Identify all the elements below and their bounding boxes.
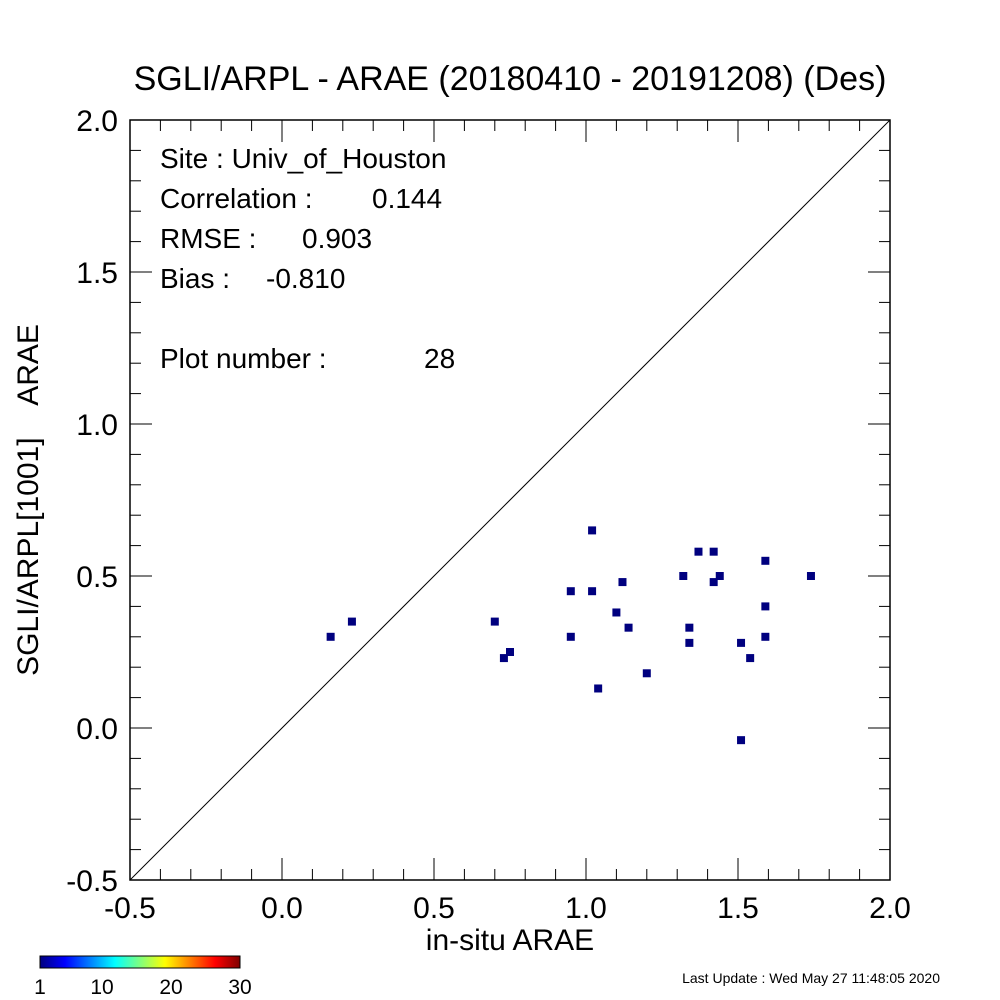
colorbar: 1 10 20 30 [34,955,252,999]
y-tick-label: 2.0 [76,105,118,138]
data-point [806,572,815,580]
x-tick-labels: -0.5 0.0 0.5 1.0 1.5 2.0 [104,892,911,925]
x-tick-label: 2.0 [869,892,911,925]
x-tick-label: 0.0 [261,892,303,925]
data-point [709,578,718,587]
chart-title: SGLI/ARPL - ARAE (20180410 - 20191208) (… [134,60,887,98]
site-label: Site : Univ_of_Houston [160,143,446,174]
y-tick-labels: -0.5 0.0 0.5 1.0 1.5 2.0 [66,105,118,898]
data-point [746,654,755,663]
plot-number-label: Plot number : [160,343,327,374]
data-point [761,602,770,611]
data-point [618,578,627,587]
data-point [566,632,575,641]
data-point [499,654,508,663]
reference-line [129,119,891,881]
data-point [642,669,651,678]
data-point [566,587,575,596]
bias-label: Bias : [160,263,230,294]
y-tick-label: -0.5 [66,865,118,898]
data-point [588,587,597,596]
data-point [594,684,603,693]
colorbar-tick-label: 10 [90,976,113,999]
y-tick-label: 1.0 [76,409,118,442]
correlation-label: Correlation : [160,183,313,214]
data-point [694,547,703,556]
data-point [506,648,514,656]
colorbar-tick-label: 20 [159,976,182,999]
data-point [715,572,724,580]
data-point [624,623,633,632]
rmse-label: RMSE : [160,223,256,254]
stats-panel: Site : Univ_of_Houston Correlation : 0.1… [160,143,455,374]
colorbar-ticks: 1 10 20 30 [34,976,252,999]
data-point [685,623,694,632]
x-tick-label: 0.5 [413,892,455,925]
data-point [326,632,335,641]
y-tick-label: 0.5 [76,561,118,594]
y-tick-label: 1.5 [76,257,118,290]
colorbar-gradient [39,955,241,969]
colorbar-tick-label: 30 [228,976,251,999]
rmse-value: 0.903 [302,223,372,254]
colorbar-tick-label: 1 [34,976,46,999]
data-points [326,526,815,745]
x-tick-label: -0.5 [104,892,156,925]
last-update-text: Last Update : Wed May 27 11:48:05 2020 [682,970,940,986]
data-point [490,617,499,626]
x-axis-label: in-situ ARAE [426,924,594,957]
y-tick-label: 0.0 [76,713,118,746]
data-point [761,556,770,565]
data-point [588,526,597,535]
data-point [347,617,356,626]
y-axis-label: SGLI/ARPL[1001] ARAE [12,324,45,676]
data-point [709,547,718,556]
plot-frame [129,119,891,881]
data-point [761,632,770,641]
data-point [679,572,688,580]
data-point [737,638,746,647]
correlation-value: 0.144 [372,183,442,214]
data-point [612,608,621,617]
x-tick-label: 1.0 [565,892,607,925]
data-point [737,736,746,745]
plot-number-value: 28 [424,343,455,374]
x-tick-label: 1.5 [717,892,759,925]
data-point [685,638,694,647]
bias-value: -0.810 [266,263,345,294]
